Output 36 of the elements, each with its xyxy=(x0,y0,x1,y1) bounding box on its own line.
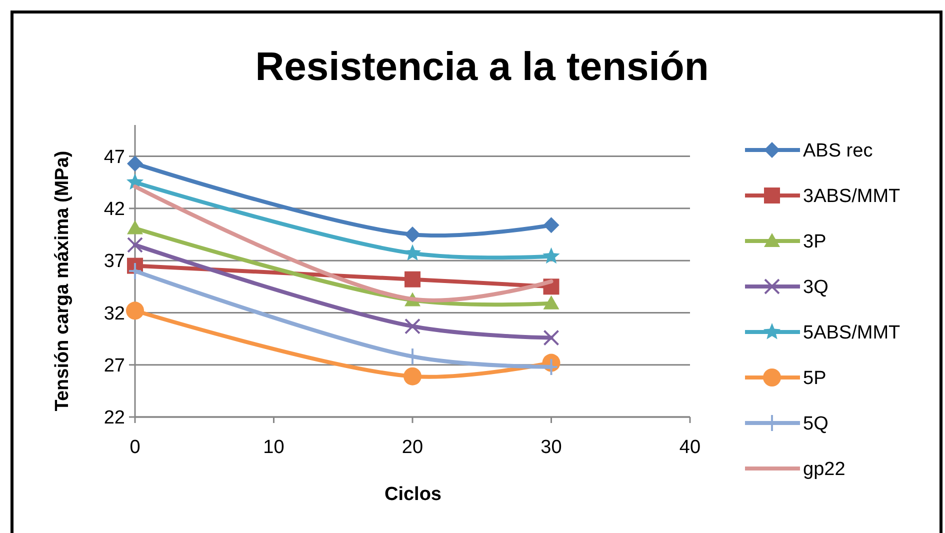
point xyxy=(542,247,560,264)
point xyxy=(404,318,420,334)
x-tick-label: 0 xyxy=(130,437,140,458)
point xyxy=(543,295,560,310)
legend-label: 5ABS/MMT xyxy=(803,322,901,344)
y-tick-label: 22 xyxy=(104,408,125,429)
y-tick-label: 42 xyxy=(104,199,125,220)
point xyxy=(127,220,143,234)
point xyxy=(128,262,142,280)
y-tick-label: 47 xyxy=(104,146,125,168)
x-axis-title: Ciclos xyxy=(384,484,442,505)
legend-label: 3ABS/MMT xyxy=(803,186,901,208)
x-tick-label: 20 xyxy=(402,437,424,458)
y-tick-label: 27 xyxy=(104,356,125,377)
x-tick-label: 30 xyxy=(540,437,562,458)
point xyxy=(126,302,144,320)
point xyxy=(127,236,143,253)
legend-label: 5Q xyxy=(803,414,828,435)
legend-label: ABS rec xyxy=(803,140,873,162)
point xyxy=(127,156,143,172)
point xyxy=(543,330,560,346)
point xyxy=(404,271,420,288)
x-tick-label: 10 xyxy=(263,437,284,458)
point xyxy=(404,226,420,242)
chart-title: Resistencia a la tensión xyxy=(255,45,709,89)
y-tick-label: 37 xyxy=(104,251,125,272)
point xyxy=(404,367,422,386)
legend-label: 3P xyxy=(803,232,826,253)
legend-label: gp22 xyxy=(803,459,846,480)
point xyxy=(404,244,422,261)
point xyxy=(543,217,560,234)
x-tick-label: 40 xyxy=(679,437,701,458)
legend-label: 5P xyxy=(803,368,826,390)
y-axis-title: Tensión carga máxima (MPa) xyxy=(52,150,73,412)
legend-label: 3Q xyxy=(803,277,828,298)
y-tick-label: 32 xyxy=(104,303,125,324)
